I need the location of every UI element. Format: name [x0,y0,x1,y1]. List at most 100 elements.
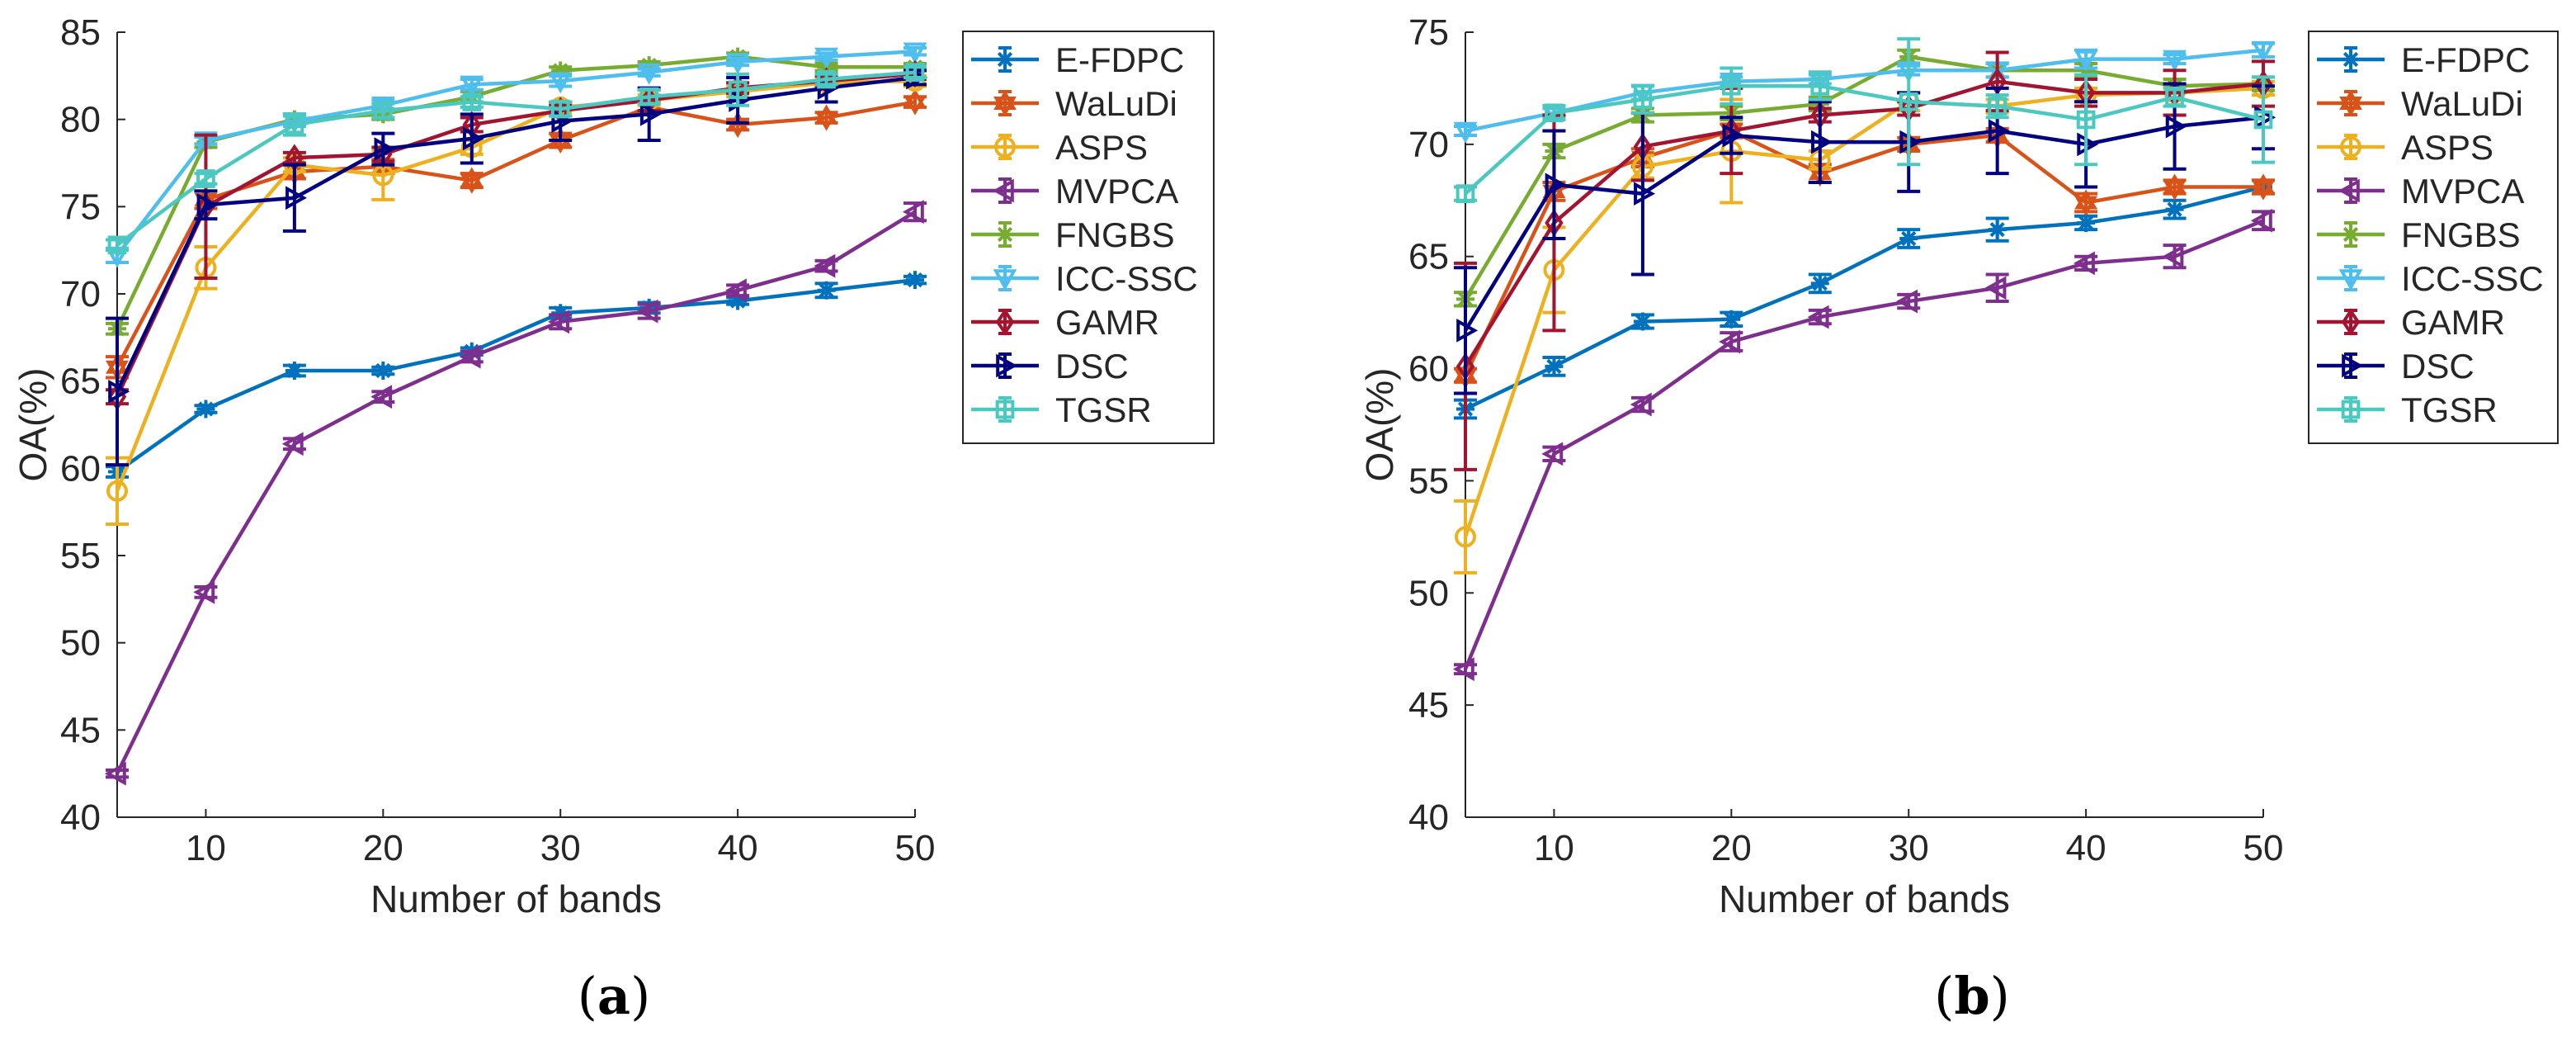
error-bar [106,316,129,467]
series-icc-ssc [105,42,927,268]
data-point [193,579,215,604]
data-point [1899,92,1918,111]
data-point [374,361,393,380]
data-point [285,361,304,380]
series-mvpca [1452,208,2275,682]
legend-item: ICC-SSC [2317,259,2544,298]
legend-item: ICC-SSC [971,259,1198,298]
y-tick-label: 70 [60,274,101,315]
legend-error-bar [2344,352,2357,379]
series-line [1464,83,2264,196]
data-point [902,200,924,225]
error-bar [1720,116,1743,155]
data-point [905,63,925,82]
y-tick-label: 45 [60,710,101,750]
data-point [104,761,126,786]
legend-item: TGSR [971,390,1152,429]
data-point [462,126,484,151]
data-point [1810,274,1829,293]
error-bar [1454,499,1477,575]
y-tick-label: 70 [1408,125,1449,165]
data-point [1722,123,1744,148]
data-point [637,63,662,85]
y-tick-label: 75 [1408,12,1449,53]
legend-marker-hexagram-icon [2339,89,2362,117]
x-axis-label: Number of bands [1719,877,2010,920]
data-point [2165,114,2187,139]
data-point [373,101,393,121]
data-point [196,169,215,188]
legend-label: MVPCA [2401,172,2524,210]
series-line [1463,86,2264,538]
data-point [2252,173,2275,201]
legend: E-FDPC WaLuDi ASPS MVPCA FNGBS ICC-SSC GAMR DSC… [2308,31,2559,444]
series-line [115,72,916,398]
data-point [1453,121,1478,144]
data-point [1545,103,1564,123]
series-line [115,75,916,393]
data-point [906,271,924,290]
legend-marker-asterisk-icon [2342,225,2360,244]
data-point [639,87,659,106]
data-point [1455,526,1476,548]
data-point [2074,189,2098,216]
data-point [460,167,484,194]
series-dsc [106,65,928,467]
legend-label: ASPS [1055,128,1148,167]
y-tick-label: 50 [60,623,101,664]
data-point [459,344,481,369]
legend-marker-triangle-down-icon [993,269,1017,291]
x-tick-label: 20 [363,828,403,868]
legend-error-bar [998,352,1012,379]
series-mvpca [104,200,927,786]
x-tick-label: 30 [540,828,581,868]
x-tick-label: 40 [718,828,758,868]
legend-item: WaLuDi [971,84,1177,123]
y-axis-label: OA(%) [1358,368,1401,482]
series-gamr [106,59,927,411]
y-tick-label: 55 [1408,461,1449,501]
data-point [2250,208,2272,233]
data-point [1810,76,1830,96]
legend-marker-asterisk-icon [996,50,1014,69]
data-point [1630,392,1652,417]
y-tick-label: 75 [60,187,101,227]
legend-marker-asterisk-icon [996,225,1014,244]
panel-label-open: ( [1934,966,1954,1026]
y-tick-label: 65 [1408,237,1449,277]
data-point [1545,173,1567,197]
data-point [551,61,570,80]
series-line [1464,54,2264,300]
data-point [1455,184,1475,203]
series-line [1465,185,2264,411]
legend-label: FNGBS [1055,215,1175,254]
data-point [285,186,308,210]
data-point [2163,173,2187,201]
legend-label: ICC-SSC [2401,259,2544,298]
x-tick-label: 50 [895,828,936,868]
error-bar [1720,66,1743,106]
data-point [1719,329,1741,354]
data-point [2076,110,2096,130]
legend-label: ASPS [2401,128,2493,167]
series-line [116,277,916,474]
data-point [1456,318,1479,343]
y-tick-label: 40 [1408,797,1449,838]
data-point [285,115,304,135]
legend-error-bar [998,177,1012,204]
y-tick-label: 60 [1408,349,1449,390]
data-point [1984,276,2007,300]
data-point [817,281,836,300]
legend-item: E-FDPC [971,40,1184,79]
legend-item: GAMR [971,303,1159,342]
series-asps [1454,77,2275,575]
legend-marker-square-icon [995,400,1015,419]
legend-marker-circle-icon [994,136,1016,158]
data-point [548,310,570,334]
data-point [1988,97,2007,116]
error-bar [194,189,218,221]
x-tick-label: 10 [186,828,226,868]
data-point [2165,88,2184,107]
legend-marker-triangle-right-icon [2342,353,2364,378]
